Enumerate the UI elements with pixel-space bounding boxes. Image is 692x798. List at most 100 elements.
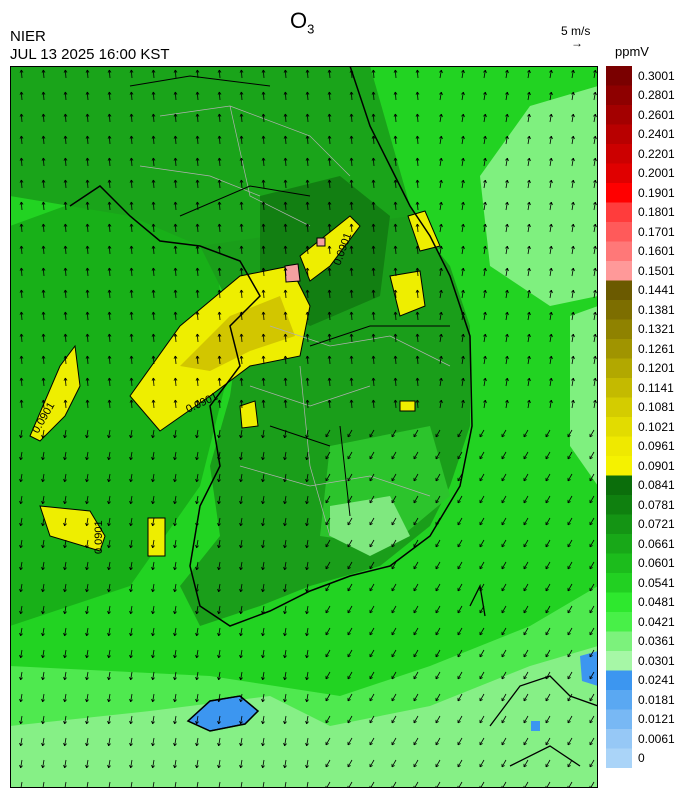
wind-arrow	[501, 495, 507, 504]
wind-arrow	[523, 627, 529, 636]
wind-arrow	[394, 311, 397, 321]
wind-arrow	[20, 399, 23, 409]
wind-arrowhead	[239, 764, 243, 769]
wind-arrowhead	[239, 289, 244, 293]
wind-arrow	[306, 451, 309, 460]
wind-arrow	[306, 201, 309, 211]
wind-arrow	[218, 179, 221, 189]
wind-arrow	[174, 245, 177, 255]
wind-arrowhead	[589, 631, 593, 636]
wind-arrowhead	[479, 433, 483, 438]
wind-arrowhead	[107, 377, 112, 381]
wind-arrowhead	[19, 91, 24, 95]
ozone-map[interactable]: 0.0901 0.0901 0.0901 0.0901	[10, 66, 598, 788]
wind-arrow	[391, 517, 397, 526]
wind-arrow	[545, 605, 551, 614]
wind-arrowhead	[327, 223, 332, 227]
wind-arrowhead	[129, 698, 133, 703]
wind-arrow	[394, 289, 397, 299]
wind-arrow	[152, 693, 155, 702]
wind-arrowhead	[435, 653, 439, 658]
wind-arrow	[42, 157, 45, 167]
wind-arrow	[372, 377, 375, 387]
wind-arrow	[284, 737, 287, 746]
wind-arrowhead	[19, 500, 23, 505]
wind-arrow	[416, 311, 419, 321]
wind-arrow	[108, 715, 111, 724]
wind-arrowhead	[19, 201, 24, 205]
wind-arrowhead	[217, 456, 221, 461]
wind-arrowhead	[41, 742, 45, 747]
wind-arrow	[240, 781, 243, 788]
wind-arrowhead	[435, 631, 439, 636]
wind-arrowhead	[261, 500, 265, 505]
legend-label: 0.0481	[638, 595, 675, 610]
wind-arrowhead	[261, 764, 265, 769]
wind-arrow	[152, 649, 155, 658]
wind-arrowhead	[151, 654, 155, 659]
wind-arrowhead	[129, 742, 133, 747]
wind-arrow	[64, 737, 67, 746]
wind-arrow	[391, 693, 397, 702]
wind-arrow	[174, 759, 177, 768]
wind-arrow	[325, 495, 331, 504]
wind-arrow	[240, 649, 243, 658]
wind-arrowhead	[63, 157, 68, 161]
wind-arrow	[152, 583, 155, 592]
wind-arrowhead	[283, 223, 288, 227]
wind-arrow	[130, 355, 133, 365]
wind-arrowhead	[391, 631, 395, 636]
wind-arrowhead	[461, 245, 465, 250]
wind-arrowhead	[327, 113, 332, 117]
wind-arrowhead	[305, 610, 309, 615]
wind-arrowhead	[593, 333, 597, 338]
wind-arrow	[439, 158, 442, 167]
wind-arrow	[130, 91, 133, 101]
wind-arrow	[369, 737, 375, 746]
wind-arrowhead	[151, 311, 156, 315]
wind-arrow	[483, 136, 486, 145]
wind-arrow	[42, 355, 45, 365]
wind-arrow	[501, 429, 507, 438]
wind-arrowhead	[173, 201, 178, 205]
wind-arrowhead	[85, 434, 89, 439]
wind-arrowhead	[369, 477, 373, 482]
coastline-peninsula	[69, 66, 473, 627]
wind-arrow	[196, 201, 199, 211]
wind-arrow	[391, 495, 397, 504]
wind-arrow	[416, 377, 419, 387]
wind-arrow	[523, 429, 529, 438]
wind-arrow	[130, 693, 133, 702]
wind-arrowhead	[571, 289, 575, 294]
wind-arrowhead	[391, 455, 395, 460]
wind-arrow	[218, 473, 221, 482]
wind-arrowhead	[327, 267, 332, 271]
wind-arrow	[108, 91, 111, 101]
wind-arrowhead	[195, 610, 199, 615]
wind-arrowhead	[217, 245, 222, 249]
wind-arrow	[64, 245, 67, 255]
wind-arrowhead	[151, 267, 156, 271]
wind-arrowhead	[107, 69, 112, 73]
wind-arrowhead	[325, 697, 329, 702]
wind-arrowhead	[107, 201, 112, 205]
wind-arrow	[86, 311, 89, 321]
wind-arrow	[523, 451, 529, 460]
wind-arrow	[42, 715, 45, 724]
wind-arrow	[306, 517, 309, 526]
wind-arrowhead	[63, 201, 68, 205]
wind-arrow	[549, 378, 552, 387]
wind-arrowhead	[195, 522, 199, 527]
wind-arrow	[549, 158, 552, 167]
wind-arrow	[505, 158, 508, 167]
wind-arrowhead	[305, 157, 310, 161]
wind-arrow	[196, 781, 199, 788]
wind-arrow	[196, 399, 199, 409]
wind-arrowhead	[283, 500, 287, 505]
wind-arrowhead	[261, 113, 266, 117]
wind-arrowhead	[501, 675, 505, 680]
wind-arrow	[391, 649, 397, 658]
wind-arrow	[306, 377, 309, 387]
wind-arrowhead	[305, 588, 309, 593]
wind-arrow	[479, 649, 485, 658]
